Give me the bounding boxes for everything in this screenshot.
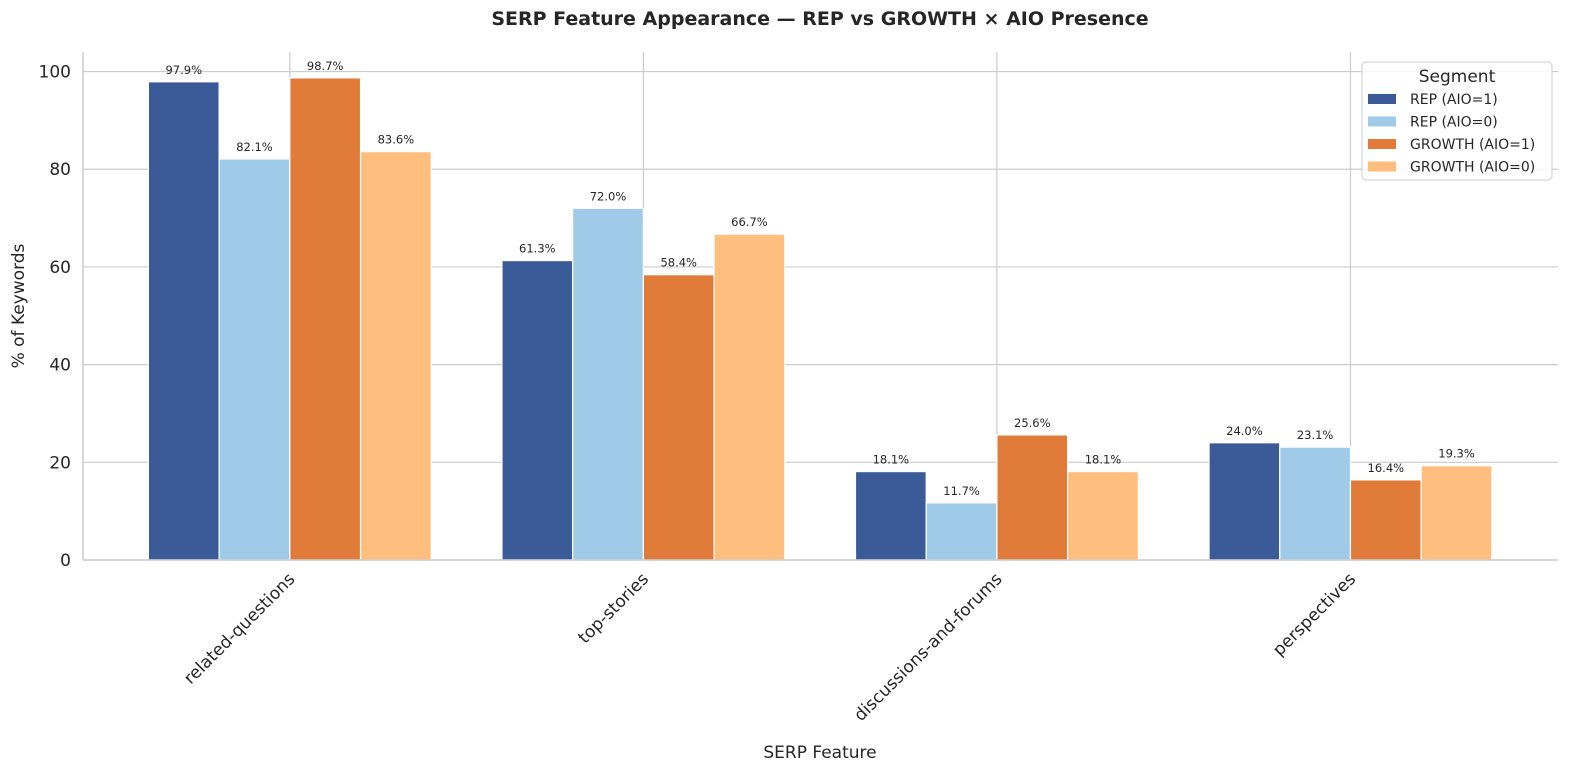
bar [996, 434, 1069, 561]
value-label: 18.1% [1085, 453, 1122, 467]
bar [642, 274, 715, 561]
bar [289, 77, 362, 561]
value-label: 23.1% [1297, 428, 1334, 442]
legend-box [1361, 61, 1553, 181]
bar [1067, 470, 1139, 561]
value-label: 97.9% [165, 63, 202, 77]
legend-swatch [1368, 94, 1396, 104]
legend-entry: REP (AIO=1) [1410, 92, 1498, 108]
y-tick-label: 80 [49, 160, 71, 180]
x-tick-label: related-questions [180, 569, 299, 688]
bar [1349, 479, 1422, 561]
value-label: 19.3% [1438, 447, 1475, 461]
y-tick-label: 40 [49, 356, 71, 376]
bar [854, 470, 927, 561]
y-tick-label: 100 [39, 63, 71, 83]
bar [925, 502, 998, 561]
x-tick-label: top-stories [574, 569, 653, 648]
value-label: 16.4% [1368, 461, 1405, 475]
bars [147, 77, 1493, 561]
value-label: 58.4% [660, 256, 697, 270]
bar [218, 158, 291, 561]
y-tick-label: 0 [60, 551, 71, 571]
legend-swatch [1368, 139, 1396, 149]
value-label: 83.6% [378, 133, 415, 147]
y-axis-label: % of Keywords [9, 243, 29, 368]
value-label: 98.7% [307, 59, 344, 73]
bar [1279, 446, 1352, 561]
legend-title: Segment [1419, 67, 1496, 87]
value-label: 61.3% [519, 242, 556, 256]
bar [1208, 442, 1281, 561]
value-label: 24.0% [1226, 424, 1263, 438]
legend: Segment REP (AIO=1) REP (AIO=0) GROWTH (AIO… [1361, 61, 1553, 181]
x-tick-label: perspectives [1269, 569, 1360, 660]
bar [1420, 465, 1493, 561]
x-tick-label: discussions-and-forums [850, 569, 1006, 725]
value-label: 18.1% [873, 453, 910, 467]
value-label: 66.7% [731, 215, 768, 229]
value-label: 72.0% [590, 189, 627, 203]
x-axis-label: SERP Feature [763, 743, 876, 763]
y-tick-label: 60 [49, 258, 71, 278]
bar [147, 81, 220, 561]
legend-swatch [1368, 116, 1396, 127]
legend-entry: REP (AIO=0) [1410, 115, 1498, 131]
value-label: 82.1% [236, 140, 273, 154]
bar [501, 259, 574, 561]
chart-title: SERP Feature Appearance — REP vs GROWTH … [491, 8, 1148, 30]
y-tick-label: 20 [49, 453, 71, 473]
value-label: 25.6% [1014, 416, 1051, 430]
bar [713, 233, 786, 561]
value-labels: 97.9% 61.3% 18.1% 24.0% 82.1% 72.0% 11.7% 23.1%… [165, 59, 1474, 498]
legend-entry: GROWTH (AIO=1) [1410, 137, 1535, 153]
value-label: 11.7% [943, 484, 980, 498]
bar [359, 151, 432, 561]
legend-swatch [1368, 161, 1396, 172]
legend-entry: GROWTH (AIO=0) [1410, 160, 1535, 176]
bar [572, 207, 644, 561]
